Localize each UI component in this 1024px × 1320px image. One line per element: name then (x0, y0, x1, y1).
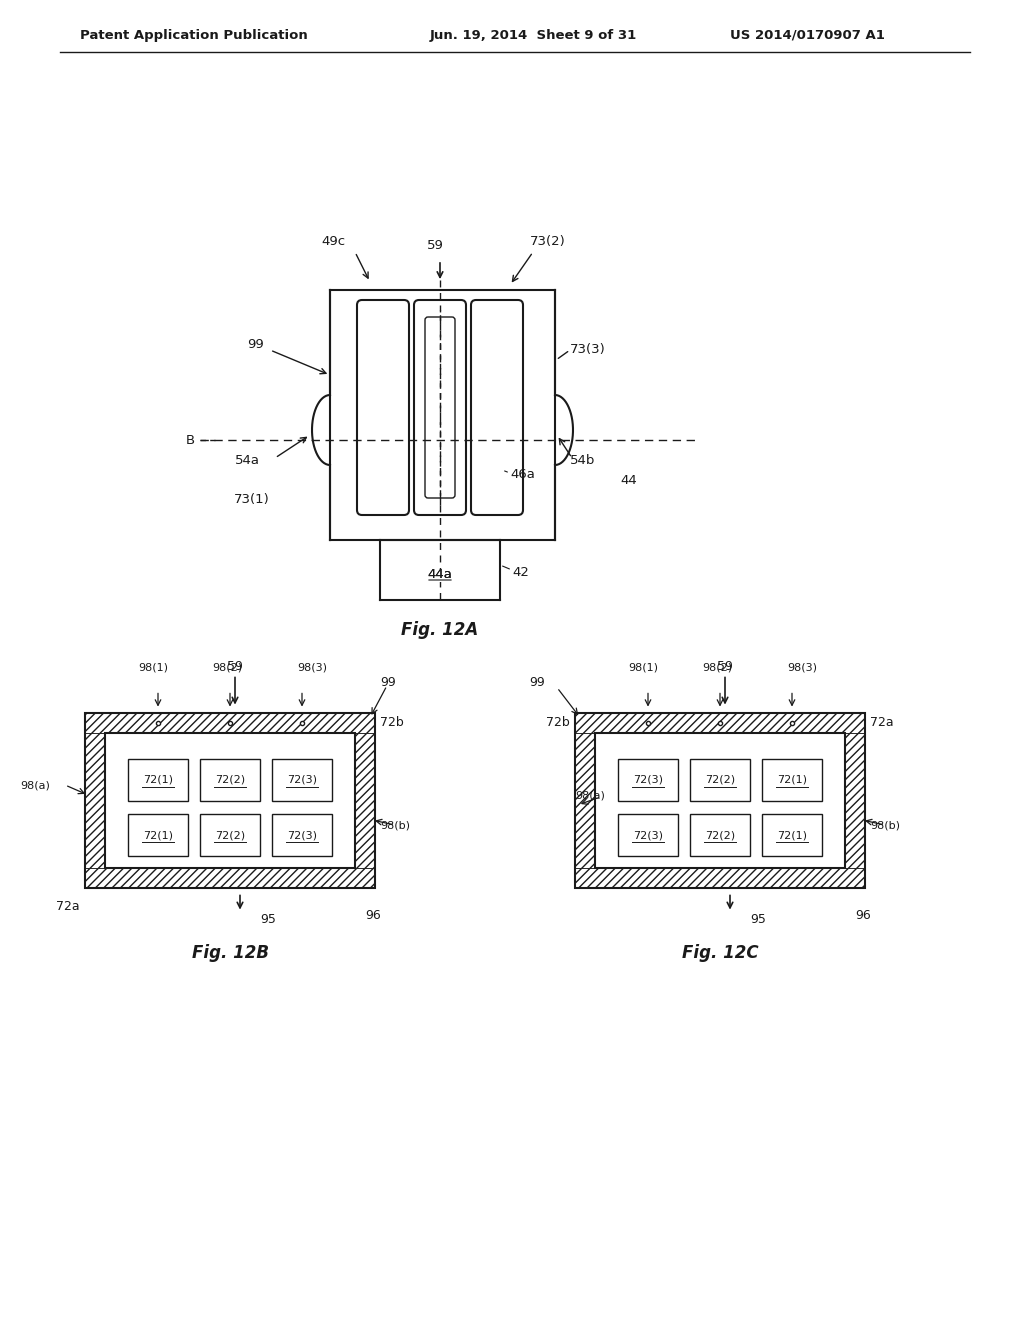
Text: 72(3): 72(3) (633, 775, 663, 785)
Bar (85, 713, 375, 887)
Text: 73(1): 73(1) (234, 494, 270, 507)
Text: 72(2): 72(2) (705, 775, 735, 785)
Bar (575, 713, 865, 733)
Text: 99: 99 (247, 338, 263, 351)
Bar (200, 759, 260, 801)
Text: 44: 44 (620, 474, 637, 487)
Bar (272, 814, 332, 855)
Text: 72(3): 72(3) (287, 830, 317, 840)
Text: 59: 59 (717, 660, 733, 672)
Bar (128, 814, 188, 855)
Text: 72(2): 72(2) (215, 830, 245, 840)
Bar (200, 814, 260, 855)
FancyBboxPatch shape (414, 300, 466, 515)
Bar (105, 733, 355, 867)
Text: 54a: 54a (234, 454, 260, 466)
Bar (762, 759, 822, 801)
Text: 73(2): 73(2) (530, 235, 565, 248)
Text: 44a: 44a (428, 569, 453, 582)
Text: 98(b): 98(b) (380, 820, 410, 830)
FancyBboxPatch shape (357, 300, 409, 515)
Text: 98(a): 98(a) (575, 789, 605, 800)
Text: 44a: 44a (428, 569, 453, 582)
Text: 72(1): 72(1) (777, 830, 807, 840)
Text: 98(a): 98(a) (20, 780, 50, 789)
Text: US 2014/0170907 A1: US 2014/0170907 A1 (730, 29, 885, 41)
FancyBboxPatch shape (471, 300, 523, 515)
Text: 54b: 54b (570, 454, 595, 466)
Bar (575, 867, 865, 887)
Text: 98(2): 98(2) (701, 663, 732, 672)
Text: 98(1): 98(1) (138, 663, 168, 672)
Bar (575, 713, 865, 887)
Bar (355, 733, 375, 867)
Text: 99: 99 (380, 676, 395, 689)
Text: 99: 99 (529, 676, 545, 689)
Text: 98(1): 98(1) (628, 663, 658, 672)
Text: 98(3): 98(3) (297, 663, 327, 672)
Text: 96: 96 (855, 909, 870, 921)
Text: Fig. 12C: Fig. 12C (682, 944, 759, 961)
Text: Patent Application Publication: Patent Application Publication (80, 29, 308, 41)
Text: 49c: 49c (321, 235, 345, 248)
Bar (575, 733, 595, 867)
Text: 59: 59 (427, 239, 443, 252)
Text: 95: 95 (260, 913, 275, 927)
Text: 42: 42 (512, 565, 528, 578)
Bar (845, 733, 865, 867)
Text: 72a: 72a (870, 715, 894, 729)
Bar (690, 759, 750, 801)
Text: 59: 59 (227, 660, 243, 672)
Text: 95: 95 (750, 913, 766, 927)
Text: 98(b): 98(b) (870, 820, 900, 830)
Bar (85, 733, 105, 867)
Text: 72(3): 72(3) (287, 775, 317, 785)
FancyBboxPatch shape (425, 317, 455, 498)
Text: 72(2): 72(2) (705, 830, 735, 840)
Bar (618, 814, 678, 855)
Text: 96: 96 (365, 909, 381, 921)
Text: 72(3): 72(3) (633, 830, 663, 840)
Text: Fig. 12A: Fig. 12A (401, 620, 478, 639)
Text: 98(2): 98(2) (212, 663, 242, 672)
Text: 46a: 46a (510, 469, 535, 482)
Text: 72(1): 72(1) (143, 775, 173, 785)
Text: Jun. 19, 2014  Sheet 9 of 31: Jun. 19, 2014 Sheet 9 of 31 (430, 29, 637, 41)
Bar (618, 759, 678, 801)
Bar (128, 759, 188, 801)
Text: 72a: 72a (56, 899, 80, 912)
Text: 72b: 72b (546, 715, 570, 729)
Text: 98(3): 98(3) (787, 663, 817, 672)
Text: 73(3): 73(3) (570, 343, 606, 356)
Text: 72(1): 72(1) (777, 775, 807, 785)
Bar (595, 733, 845, 867)
Bar (272, 759, 332, 801)
Text: 72(2): 72(2) (215, 775, 245, 785)
Text: 72(1): 72(1) (143, 830, 173, 840)
Bar (762, 814, 822, 855)
Text: Fig. 12B: Fig. 12B (191, 944, 268, 961)
Bar (690, 814, 750, 855)
Bar (85, 713, 375, 733)
Text: B: B (186, 433, 195, 446)
Text: 72b: 72b (380, 715, 403, 729)
Bar (85, 867, 375, 887)
